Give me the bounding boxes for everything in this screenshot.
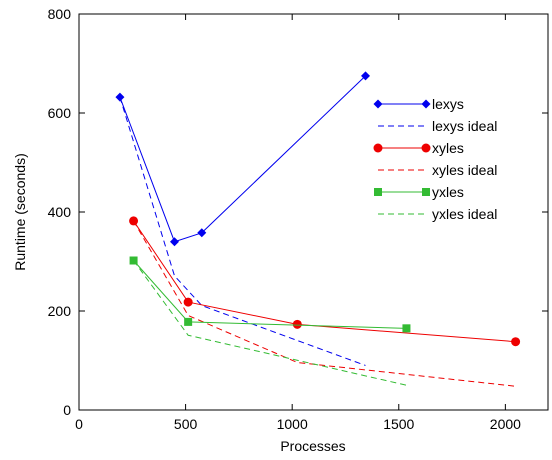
legend-item-lexys-ideal: lexys ideal (378, 118, 497, 134)
legend-label-lexys-ideal: lexys ideal (432, 118, 497, 134)
series-yxles (129, 256, 411, 333)
legend-label-yxles: yxles (432, 184, 464, 200)
legend-marker-end-yxles (422, 188, 430, 196)
data-point-xyles-3 (511, 337, 521, 347)
legend-item-lexys: lexys (373, 96, 464, 112)
x-axis-label: Processes (280, 438, 345, 454)
series-line-xyles-ideal (133, 220, 516, 387)
legend-background (370, 90, 526, 228)
y-tick-label-1: 200 (48, 303, 72, 319)
legend-item-yxles: yxles (374, 184, 464, 200)
data-point-lexys-2 (197, 228, 207, 238)
series-layer (115, 71, 521, 387)
y-tick-label-2: 400 (48, 204, 72, 220)
series-line-lexys-ideal (119, 97, 366, 366)
data-point-yxles-2 (402, 324, 411, 333)
series-line-xyles (133, 220, 516, 343)
legend-item-xyles-ideal: xyles ideal (378, 162, 497, 178)
legend-marker-start-yxles (374, 188, 382, 196)
legend-marker-end-xyles (421, 143, 431, 153)
legend: lexys lexys ideal xyles xyles ideal yxles yxl… (370, 90, 526, 228)
legend-label-xyles: xyles (432, 140, 464, 156)
data-point-xyles-1 (183, 297, 193, 307)
y-axis-label: Runtime (seconds) (12, 153, 28, 271)
series-lexys (115, 71, 371, 247)
y-tick-label-3: 600 (48, 105, 72, 121)
x-tick-label-2: 1000 (277, 416, 308, 432)
legend-marker-end-lexys (421, 99, 431, 109)
x-tick-label-0: 0 (75, 416, 83, 432)
x-tick-label-4: 2000 (490, 416, 521, 432)
series-lexys-ideal (119, 97, 366, 366)
x-tick-label-3: 1500 (383, 416, 414, 432)
legend-item-yxles-ideal: yxles ideal (378, 206, 497, 222)
series-xyles-ideal (133, 220, 516, 387)
data-point-lexys-1 (170, 237, 180, 247)
legend-label-yxles-ideal: yxles ideal (432, 206, 497, 222)
y-tick-label-4: 800 (48, 6, 72, 22)
series-yxles-ideal (133, 260, 407, 386)
data-point-yxles-1 (184, 317, 193, 326)
legend-marker-start-lexys (373, 99, 383, 109)
series-line-yxles (133, 260, 407, 329)
series-xyles (129, 216, 521, 347)
series-line-lexys (119, 75, 366, 243)
legend-label-xyles-ideal: xyles ideal (432, 162, 497, 178)
legend-label-lexys: lexys (432, 96, 464, 112)
x-tick-label-1: 500 (174, 416, 198, 432)
legend-item-xyles: xyles (373, 140, 464, 156)
y-tick-label-0: 0 (63, 402, 71, 418)
axis-ticks: 0 500 1000 1500 2000 0 200 400 600 800 (48, 6, 548, 432)
legend-marker-start-xyles (373, 143, 383, 153)
data-point-lexys-3 (361, 71, 371, 81)
data-point-xyles-2 (292, 319, 302, 329)
series-line-yxles-ideal (133, 260, 407, 386)
